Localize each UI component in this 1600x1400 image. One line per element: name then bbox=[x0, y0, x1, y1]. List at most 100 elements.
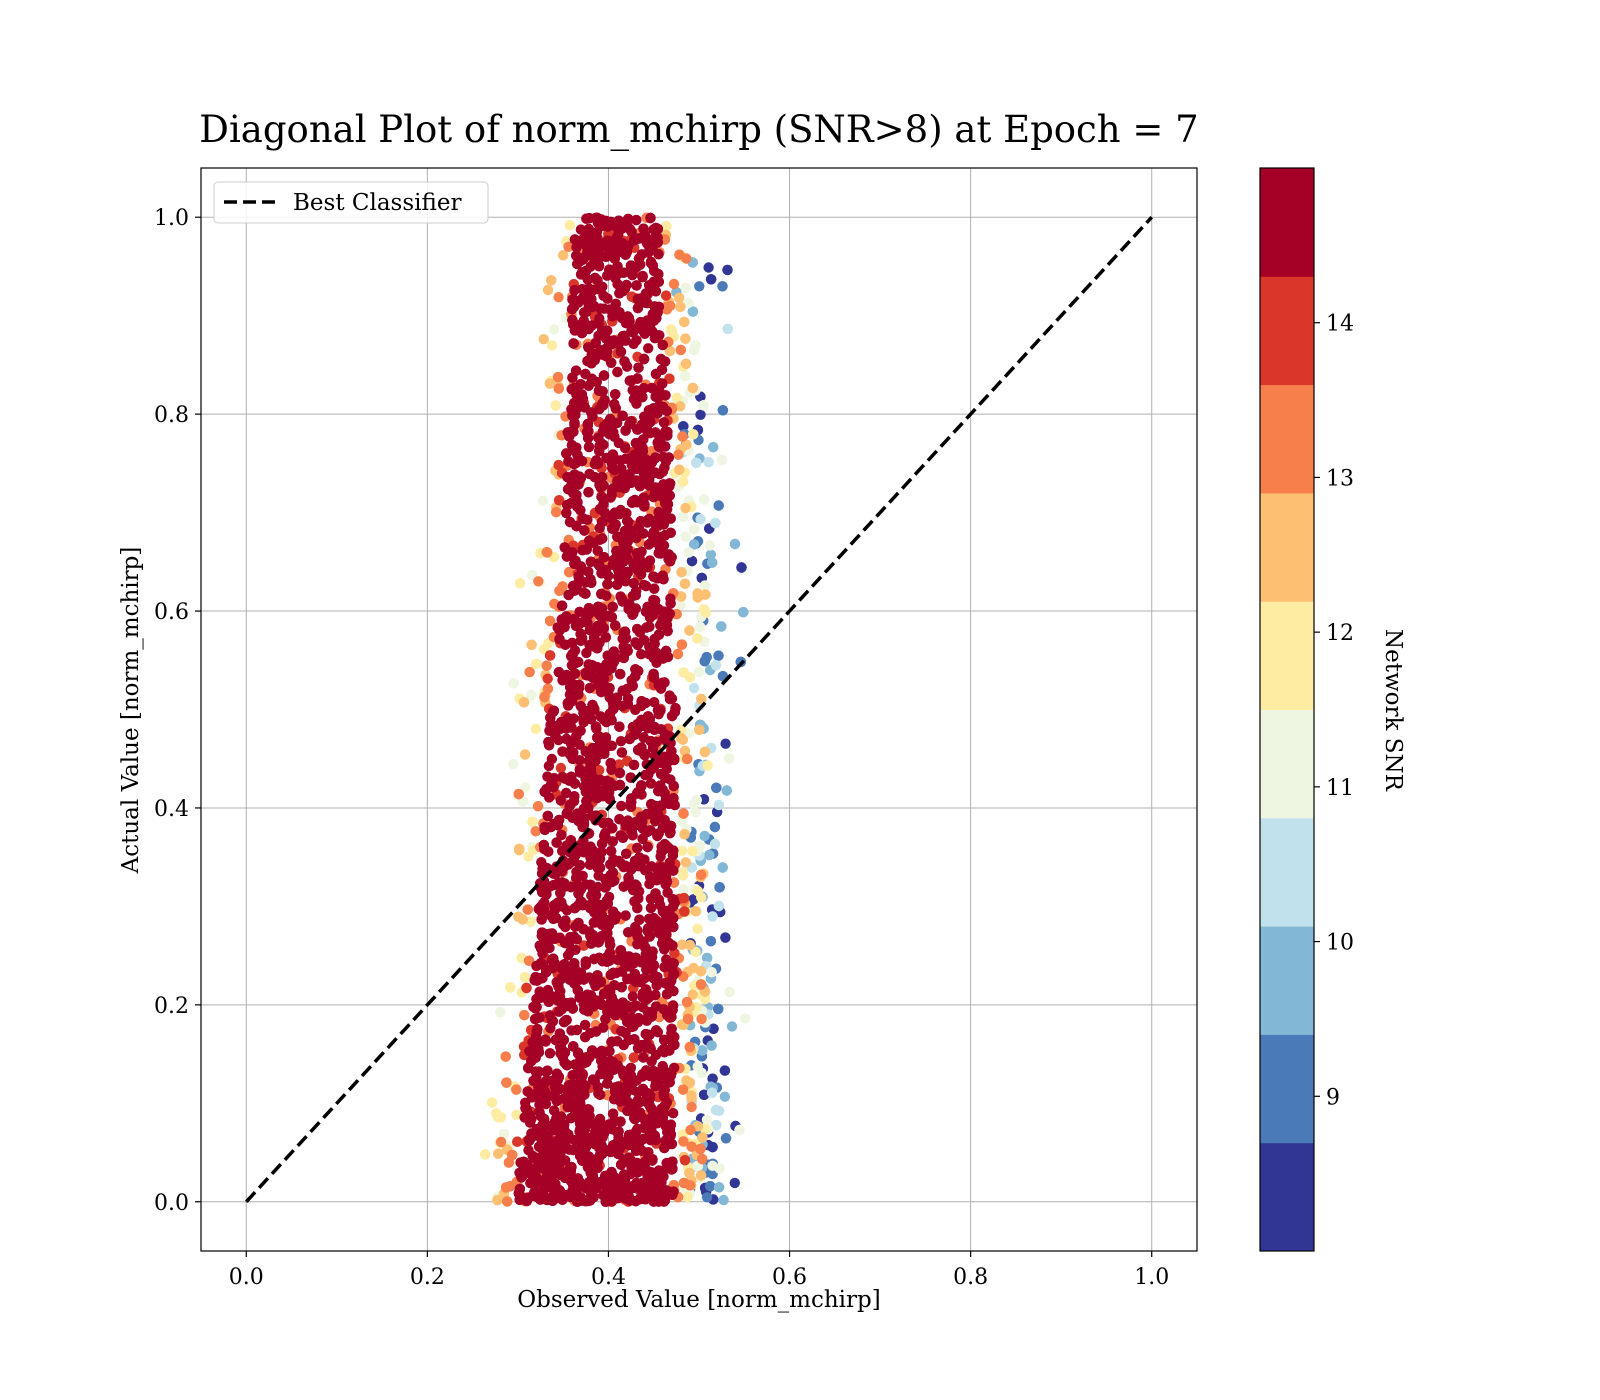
scatter-point bbox=[656, 364, 668, 375]
scatter-point bbox=[495, 1007, 506, 1018]
scatter-point bbox=[687, 989, 698, 1000]
scatter-point bbox=[646, 1056, 657, 1067]
scatter-point bbox=[546, 340, 558, 351]
scatter-point bbox=[718, 1194, 729, 1206]
scatter-point bbox=[631, 280, 642, 291]
scatter-point bbox=[686, 1093, 697, 1104]
scatter-point bbox=[554, 585, 565, 596]
scatter-point bbox=[679, 370, 691, 382]
scatter-point bbox=[706, 1040, 717, 1051]
scatter-point bbox=[703, 262, 714, 273]
scatter-point bbox=[601, 590, 612, 601]
scatter-point bbox=[696, 892, 707, 903]
scatter-point bbox=[542, 810, 553, 822]
scatter-point bbox=[679, 316, 690, 328]
scatter-point bbox=[618, 631, 630, 642]
scatter-point bbox=[523, 955, 535, 966]
scatter-point bbox=[638, 353, 650, 365]
scatter-point bbox=[631, 1145, 642, 1157]
scatter-point bbox=[675, 591, 687, 602]
scatter-point bbox=[688, 539, 700, 550]
scatter-point bbox=[681, 253, 692, 264]
scatter-point bbox=[699, 830, 710, 842]
scatter-point bbox=[570, 446, 581, 457]
scatter-point bbox=[660, 645, 672, 657]
scatter-point bbox=[671, 392, 682, 403]
scatter-point bbox=[713, 900, 725, 912]
scatter-point bbox=[706, 1087, 718, 1098]
scatter-point bbox=[606, 1036, 617, 1048]
scatter-point bbox=[665, 593, 676, 604]
scatter-point bbox=[486, 1097, 498, 1108]
scatter-point bbox=[683, 547, 694, 558]
scatter-point bbox=[553, 292, 564, 303]
scatter-point bbox=[708, 442, 719, 453]
scatter-point bbox=[701, 1192, 713, 1203]
scatter-point bbox=[690, 340, 701, 351]
scatter-point bbox=[536, 914, 547, 925]
scatter-point bbox=[492, 1194, 503, 1206]
scatter-point bbox=[532, 1023, 543, 1035]
scatter-point bbox=[538, 334, 549, 345]
scatter-point bbox=[502, 1196, 513, 1207]
scatter-point bbox=[531, 1177, 542, 1188]
scatter-point bbox=[644, 913, 655, 924]
scatter-points bbox=[480, 212, 751, 1208]
scatter-point bbox=[568, 338, 579, 349]
scatter-point bbox=[513, 911, 524, 922]
scatter-point bbox=[638, 383, 650, 394]
scatter-point bbox=[667, 940, 678, 951]
scatter-point bbox=[678, 667, 689, 678]
scatter-point bbox=[632, 302, 644, 314]
scatter-point bbox=[694, 840, 705, 852]
scatter-point bbox=[679, 1155, 691, 1166]
scatter-point bbox=[524, 666, 535, 678]
scatter-point bbox=[698, 400, 709, 411]
scatter-point bbox=[613, 759, 625, 770]
scatter-point bbox=[706, 967, 717, 978]
scatter-point bbox=[520, 1097, 531, 1109]
scatter-point bbox=[678, 421, 689, 432]
scatter-point bbox=[695, 869, 707, 880]
scatter-point bbox=[687, 846, 698, 857]
scatter-point bbox=[523, 1145, 534, 1156]
scatter-point bbox=[736, 562, 747, 573]
scatter-point bbox=[520, 782, 531, 793]
scatter-point bbox=[551, 506, 562, 518]
scatter-point bbox=[632, 842, 643, 854]
scatter-point bbox=[652, 573, 663, 584]
scatter-point bbox=[673, 292, 685, 303]
scatter-point bbox=[723, 753, 735, 764]
scatter-point bbox=[521, 982, 532, 994]
scatter-point bbox=[679, 829, 690, 840]
scatter-point bbox=[720, 738, 731, 749]
scatter-point bbox=[653, 709, 664, 720]
scatter-point bbox=[713, 500, 724, 511]
scatter-point bbox=[505, 1181, 516, 1192]
scatter-point bbox=[697, 1153, 708, 1165]
scatter-point bbox=[554, 495, 565, 506]
scatter-point bbox=[612, 1148, 624, 1160]
scatter-point bbox=[710, 1104, 722, 1116]
scatter-point bbox=[698, 1089, 710, 1101]
scatter-point bbox=[578, 307, 590, 318]
scatter-point bbox=[675, 600, 686, 611]
scatter-point bbox=[597, 281, 608, 292]
scatter-point bbox=[624, 419, 635, 430]
scatter-point bbox=[511, 1109, 522, 1121]
scatter-point bbox=[691, 457, 702, 468]
scatter-point bbox=[726, 1021, 738, 1032]
scatter-point bbox=[583, 441, 595, 453]
scatter-point bbox=[649, 697, 660, 708]
scatter-point bbox=[699, 494, 710, 505]
scatter-point bbox=[480, 1149, 491, 1160]
scatter-point bbox=[682, 1191, 693, 1203]
scatter-point bbox=[646, 799, 657, 810]
scatter-point bbox=[544, 1010, 556, 1021]
scatter-point bbox=[675, 301, 686, 312]
scatter-point bbox=[661, 220, 672, 232]
scatter-point bbox=[628, 1052, 640, 1063]
scatter-point bbox=[618, 881, 629, 892]
scatter-point bbox=[607, 1108, 619, 1119]
